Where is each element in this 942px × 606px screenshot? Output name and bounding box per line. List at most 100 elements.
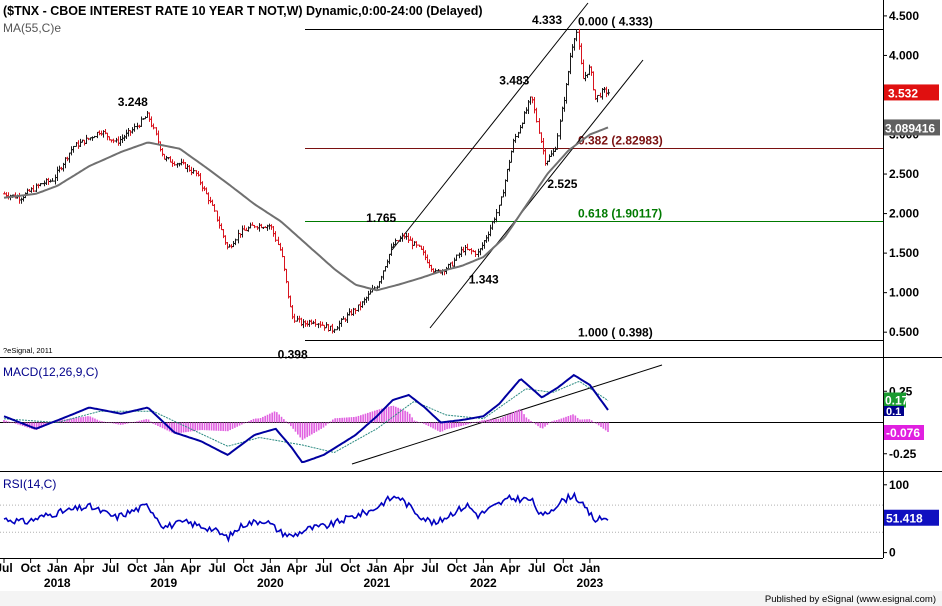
x-year-label: 2022 xyxy=(470,576,497,590)
histogram-bar xyxy=(33,422,36,430)
x-month-label: Jan xyxy=(473,561,494,575)
signal-value-badge xyxy=(884,392,906,408)
histogram-bar xyxy=(222,422,225,432)
histogram-bar xyxy=(467,422,469,425)
histogram-bar xyxy=(94,418,96,423)
histogram-bar xyxy=(392,405,395,423)
histogram-bar xyxy=(306,422,308,438)
histogram-bar xyxy=(385,407,388,423)
histogram-bar xyxy=(597,422,600,426)
histogram-bar xyxy=(171,422,173,433)
histogram-bar xyxy=(119,422,122,425)
histogram-bar xyxy=(252,418,255,423)
histogram-bar xyxy=(264,415,266,423)
histogram-bar xyxy=(259,418,262,423)
channel-lower-line xyxy=(429,59,644,329)
histogram-bar xyxy=(471,422,474,423)
histogram-bar xyxy=(147,419,150,423)
histogram-bar xyxy=(201,422,204,431)
histogram-bar xyxy=(546,422,549,425)
histogram-bar xyxy=(136,421,138,423)
histogram-bar xyxy=(446,422,448,430)
histogram-bar xyxy=(126,422,129,424)
histogram-bar xyxy=(154,422,157,425)
histogram-bar xyxy=(318,422,320,431)
price-annotation: 4.333 xyxy=(532,13,562,27)
histogram-bar xyxy=(355,416,357,423)
panel-dividers xyxy=(0,0,942,559)
histogram-bar xyxy=(551,421,553,423)
histogram-bar xyxy=(411,417,413,423)
price-annotation: 0.398 xyxy=(278,347,308,361)
price-annotation: 1.765 xyxy=(366,211,396,225)
histogram-bar xyxy=(593,422,595,423)
histogram-bar xyxy=(236,422,239,427)
histogram-bar xyxy=(429,422,432,428)
histogram-bar xyxy=(105,422,108,423)
histogram-bar xyxy=(576,417,579,423)
histogram-bar xyxy=(397,407,399,423)
histogram-bar xyxy=(504,415,507,423)
histogram-bar xyxy=(140,420,143,423)
histogram-bar xyxy=(474,422,476,423)
macd-value-badge xyxy=(884,406,904,416)
histogram-bar xyxy=(401,409,404,423)
histogram-bar xyxy=(7,421,10,423)
rsi-line xyxy=(3,491,609,543)
histogram-bar xyxy=(530,420,532,423)
histogram-bar xyxy=(276,412,278,423)
x-month-label: Apr xyxy=(393,561,414,575)
histogram-bar xyxy=(481,420,483,423)
histogram-bar xyxy=(185,422,187,433)
histogram-bar xyxy=(217,422,220,431)
x-month-label: Oct xyxy=(127,561,147,575)
ma-line-group xyxy=(3,126,609,292)
histogram-bar xyxy=(269,413,271,423)
histogram-bar xyxy=(87,416,89,423)
histogram-bar xyxy=(574,415,577,423)
histogram-bar xyxy=(329,421,332,423)
histogram-bar xyxy=(187,422,190,432)
histogram-bar xyxy=(539,422,542,428)
histogram-bar xyxy=(462,422,465,426)
histogram-bar xyxy=(208,422,211,431)
histogram-bar xyxy=(68,418,71,423)
histogram-bar xyxy=(567,415,570,423)
histogram-bar xyxy=(357,415,360,423)
x-month-label: Apr xyxy=(74,561,95,575)
histogram-bar xyxy=(304,422,306,439)
price-tick-label: 4.500 xyxy=(889,9,919,23)
histogram-bar xyxy=(525,417,528,423)
rsi-title: RSI(14,C) xyxy=(3,477,56,491)
histogram-bar xyxy=(453,422,455,428)
histogram-bar xyxy=(380,408,383,423)
histogram-bar xyxy=(124,422,127,425)
histogram-bar xyxy=(520,410,523,423)
histogram-bar xyxy=(425,422,427,425)
histogram-bar xyxy=(210,422,213,431)
histogram-bar xyxy=(369,412,371,423)
macd-panel xyxy=(0,360,883,470)
histogram-bar xyxy=(469,422,472,424)
histogram-bar xyxy=(320,422,322,429)
histogram-bar xyxy=(287,422,290,424)
histogram-bar xyxy=(602,422,605,429)
histogram-bar xyxy=(138,420,141,423)
histogram-bar xyxy=(70,418,73,423)
last-price-badge xyxy=(884,84,939,101)
histogram-bar xyxy=(490,419,493,423)
histogram-bar xyxy=(283,419,285,423)
hist-value-badge xyxy=(884,425,924,440)
histogram-bar xyxy=(378,409,381,423)
histogram-bar xyxy=(80,417,82,423)
published-by-label: Published by eSignal (www.esignal.com) xyxy=(765,594,936,605)
price-tick-label: 4.000 xyxy=(889,48,919,62)
histogram-bar xyxy=(350,417,353,423)
histogram-bar xyxy=(278,414,280,423)
histogram-bar xyxy=(196,422,199,431)
histogram-bar xyxy=(341,417,343,423)
histogram-bar xyxy=(152,422,155,424)
histogram-bar xyxy=(206,422,208,431)
histogram-bar xyxy=(572,414,574,423)
